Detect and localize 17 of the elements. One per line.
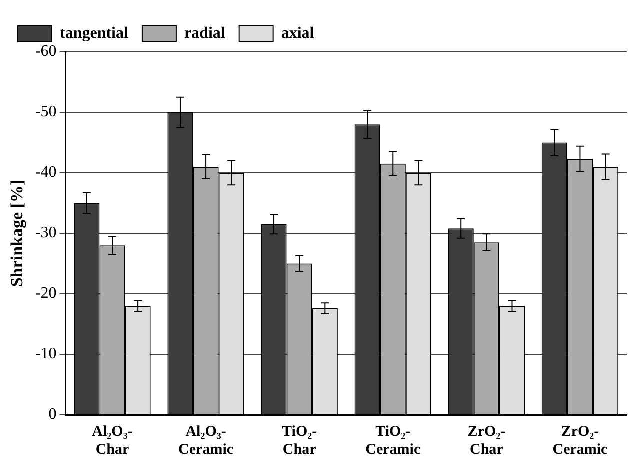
legend-label: radial xyxy=(184,25,226,42)
y-tick-label: -30 xyxy=(35,224,57,242)
y-tick-label: -10 xyxy=(35,346,57,363)
x-tick-label: ZrO₂-Char xyxy=(468,424,506,458)
y-tick-label: -20 xyxy=(35,285,57,302)
x-tick-label: Al₂O₃-Char xyxy=(92,424,133,458)
y-tick-label: -50 xyxy=(35,104,57,121)
x-tick-label: Al₂O₃-Ceramic xyxy=(178,424,234,458)
legend-label: axial xyxy=(281,25,315,42)
y-axis-title: Shrinkage [%] xyxy=(8,180,27,288)
y-tick-label: -40 xyxy=(35,164,57,182)
y-tick-label: 0 xyxy=(48,406,57,424)
x-tick-label: TiO₂-Ceramic xyxy=(366,424,421,458)
legend-label: tangential xyxy=(60,25,129,42)
x-tick-label: ZrO₂-Ceramic xyxy=(552,424,608,458)
y-tick-label: -60 xyxy=(35,43,57,60)
x-tick-label: TiO₂-Char xyxy=(282,424,318,458)
